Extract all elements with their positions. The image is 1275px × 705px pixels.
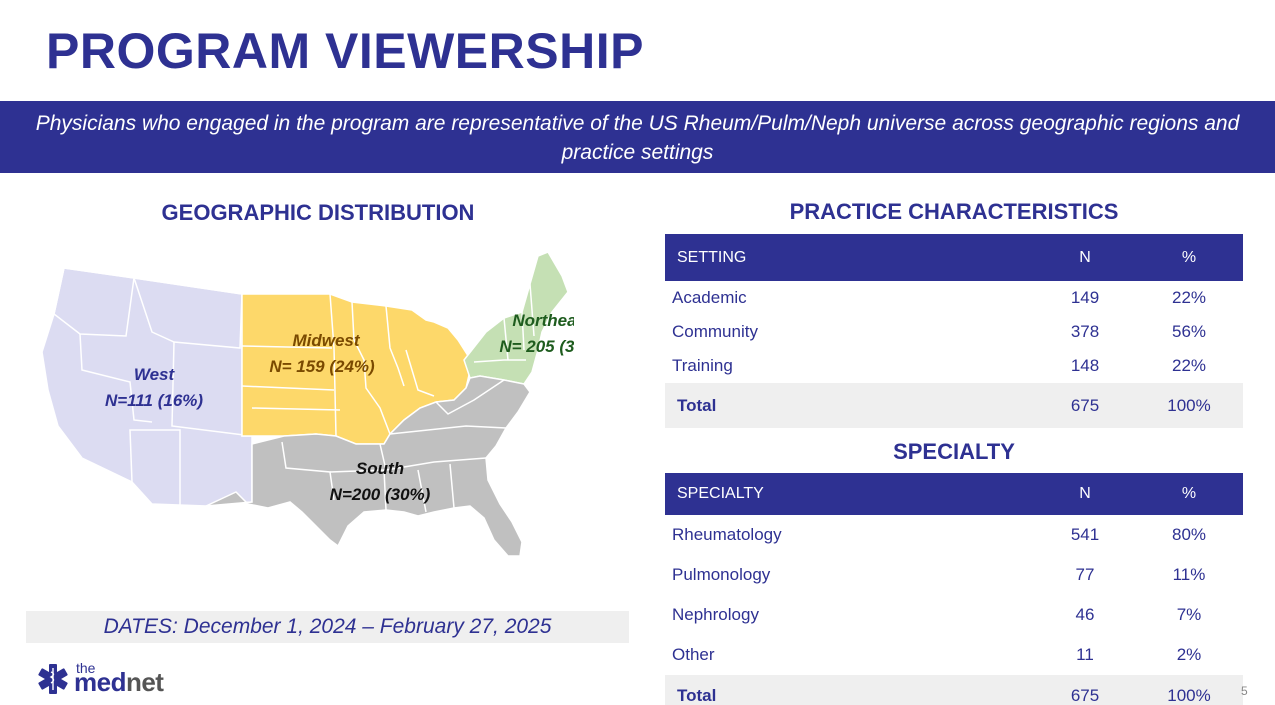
specialty-table: SPECIALTY N % Rheumatology 541 80% Pulmo… bbox=[665, 473, 1243, 705]
region-label-midwest-count: N= 159 (24%) bbox=[269, 357, 375, 376]
row-label: Pulmonology bbox=[672, 565, 771, 584]
row-pct: 22% bbox=[1171, 356, 1207, 375]
us-region-map: West N=111 (16%) Midwest N= 159 (24%) No… bbox=[41, 251, 574, 557]
row-pct: 80% bbox=[1171, 525, 1207, 544]
region-label-west-name: West bbox=[134, 365, 176, 384]
total-n: 675 bbox=[1035, 675, 1135, 705]
table-row: Academic 149 22% bbox=[665, 281, 1243, 315]
row-n: 378 bbox=[1070, 322, 1100, 341]
row-n: 77 bbox=[1075, 565, 1095, 584]
row-n: 541 bbox=[1070, 525, 1100, 544]
logo-med-text: med bbox=[74, 667, 126, 697]
column-header-n: N bbox=[1035, 473, 1135, 515]
table-row: Nephrology 46 7% bbox=[665, 595, 1243, 635]
column-header-specialty: SPECIALTY bbox=[665, 473, 1035, 515]
logo-the-text: the bbox=[76, 660, 96, 676]
table-total-row: Total 675 100% bbox=[665, 675, 1243, 705]
star-of-life-icon bbox=[38, 664, 68, 694]
table-row: Pulmonology 77 11% bbox=[665, 555, 1243, 595]
column-header-pct: % bbox=[1135, 234, 1243, 281]
row-n: 11 bbox=[1076, 645, 1094, 664]
row-label: Academic bbox=[672, 288, 747, 307]
page-number: 5 bbox=[1241, 684, 1248, 698]
total-label: Total bbox=[665, 675, 1035, 705]
map-region-west bbox=[41, 267, 253, 507]
map-region-south bbox=[205, 375, 531, 557]
program-dates: DATES: December 1, 2024 – February 27, 2… bbox=[26, 611, 629, 643]
geographic-distribution-title: GEOGRAPHIC DISTRIBUTION bbox=[161, 200, 475, 225]
row-pct: 56% bbox=[1171, 322, 1207, 341]
row-pct: 7% bbox=[1176, 605, 1202, 624]
region-label-west-count: N=111 (16%) bbox=[105, 391, 203, 410]
table-row: Rheumatology 541 80% bbox=[665, 515, 1243, 555]
table-row: Community 378 56% bbox=[665, 315, 1243, 349]
region-label-midwest-name: Midwest bbox=[292, 331, 360, 350]
region-label-south-count: N=200 (30%) bbox=[330, 485, 431, 504]
row-n: 148 bbox=[1070, 356, 1100, 375]
row-label: Nephrology bbox=[672, 605, 759, 624]
column-header-n: N bbox=[1035, 234, 1135, 281]
practice-characteristics-title: PRACTICE CHARACTERISTICS bbox=[789, 199, 1119, 224]
row-n: 46 bbox=[1075, 605, 1095, 624]
row-n: 149 bbox=[1070, 288, 1100, 307]
column-header-pct: % bbox=[1135, 473, 1243, 515]
region-label-northeast-name: Northeast bbox=[512, 311, 574, 330]
table-header-row: SPECIALTY N % bbox=[665, 473, 1243, 515]
row-pct: 2% bbox=[1176, 645, 1202, 664]
row-label: Rheumatology bbox=[672, 525, 782, 544]
subtitle-banner: Physicians who engaged in the program ar… bbox=[0, 101, 1275, 173]
logo-mednet-text: mednet bbox=[74, 667, 164, 698]
mednet-logo: the mednet bbox=[36, 660, 186, 700]
subtitle-text: Physicians who engaged in the program ar… bbox=[35, 112, 1240, 164]
row-pct: 11% bbox=[1172, 565, 1206, 584]
total-label: Total bbox=[665, 383, 1035, 428]
row-label: Community bbox=[672, 322, 758, 341]
table-total-row: Total 675 100% bbox=[665, 383, 1243, 428]
logo-net-text: net bbox=[125, 667, 164, 697]
specialty-title: SPECIALTY bbox=[893, 439, 1015, 464]
row-label: Training bbox=[672, 356, 733, 375]
total-n: 675 bbox=[1035, 383, 1135, 428]
row-label: Other bbox=[672, 645, 715, 664]
column-header-setting: SETTING bbox=[665, 234, 1035, 281]
table-header-row: SETTING N % bbox=[665, 234, 1243, 281]
region-label-south-name: South bbox=[356, 459, 404, 478]
total-pct: 100% bbox=[1135, 675, 1243, 705]
table-row: Other 11 2% bbox=[665, 635, 1243, 675]
table-row: Training 148 22% bbox=[665, 349, 1243, 383]
region-label-northeast-count: N= 205 (30%) bbox=[499, 337, 574, 356]
row-pct: 22% bbox=[1171, 288, 1207, 307]
total-pct: 100% bbox=[1135, 383, 1243, 428]
practice-table: SETTING N % Academic 149 22% Community 3… bbox=[665, 234, 1243, 428]
page-title: PROGRAM VIEWERSHIP bbox=[46, 23, 644, 79]
